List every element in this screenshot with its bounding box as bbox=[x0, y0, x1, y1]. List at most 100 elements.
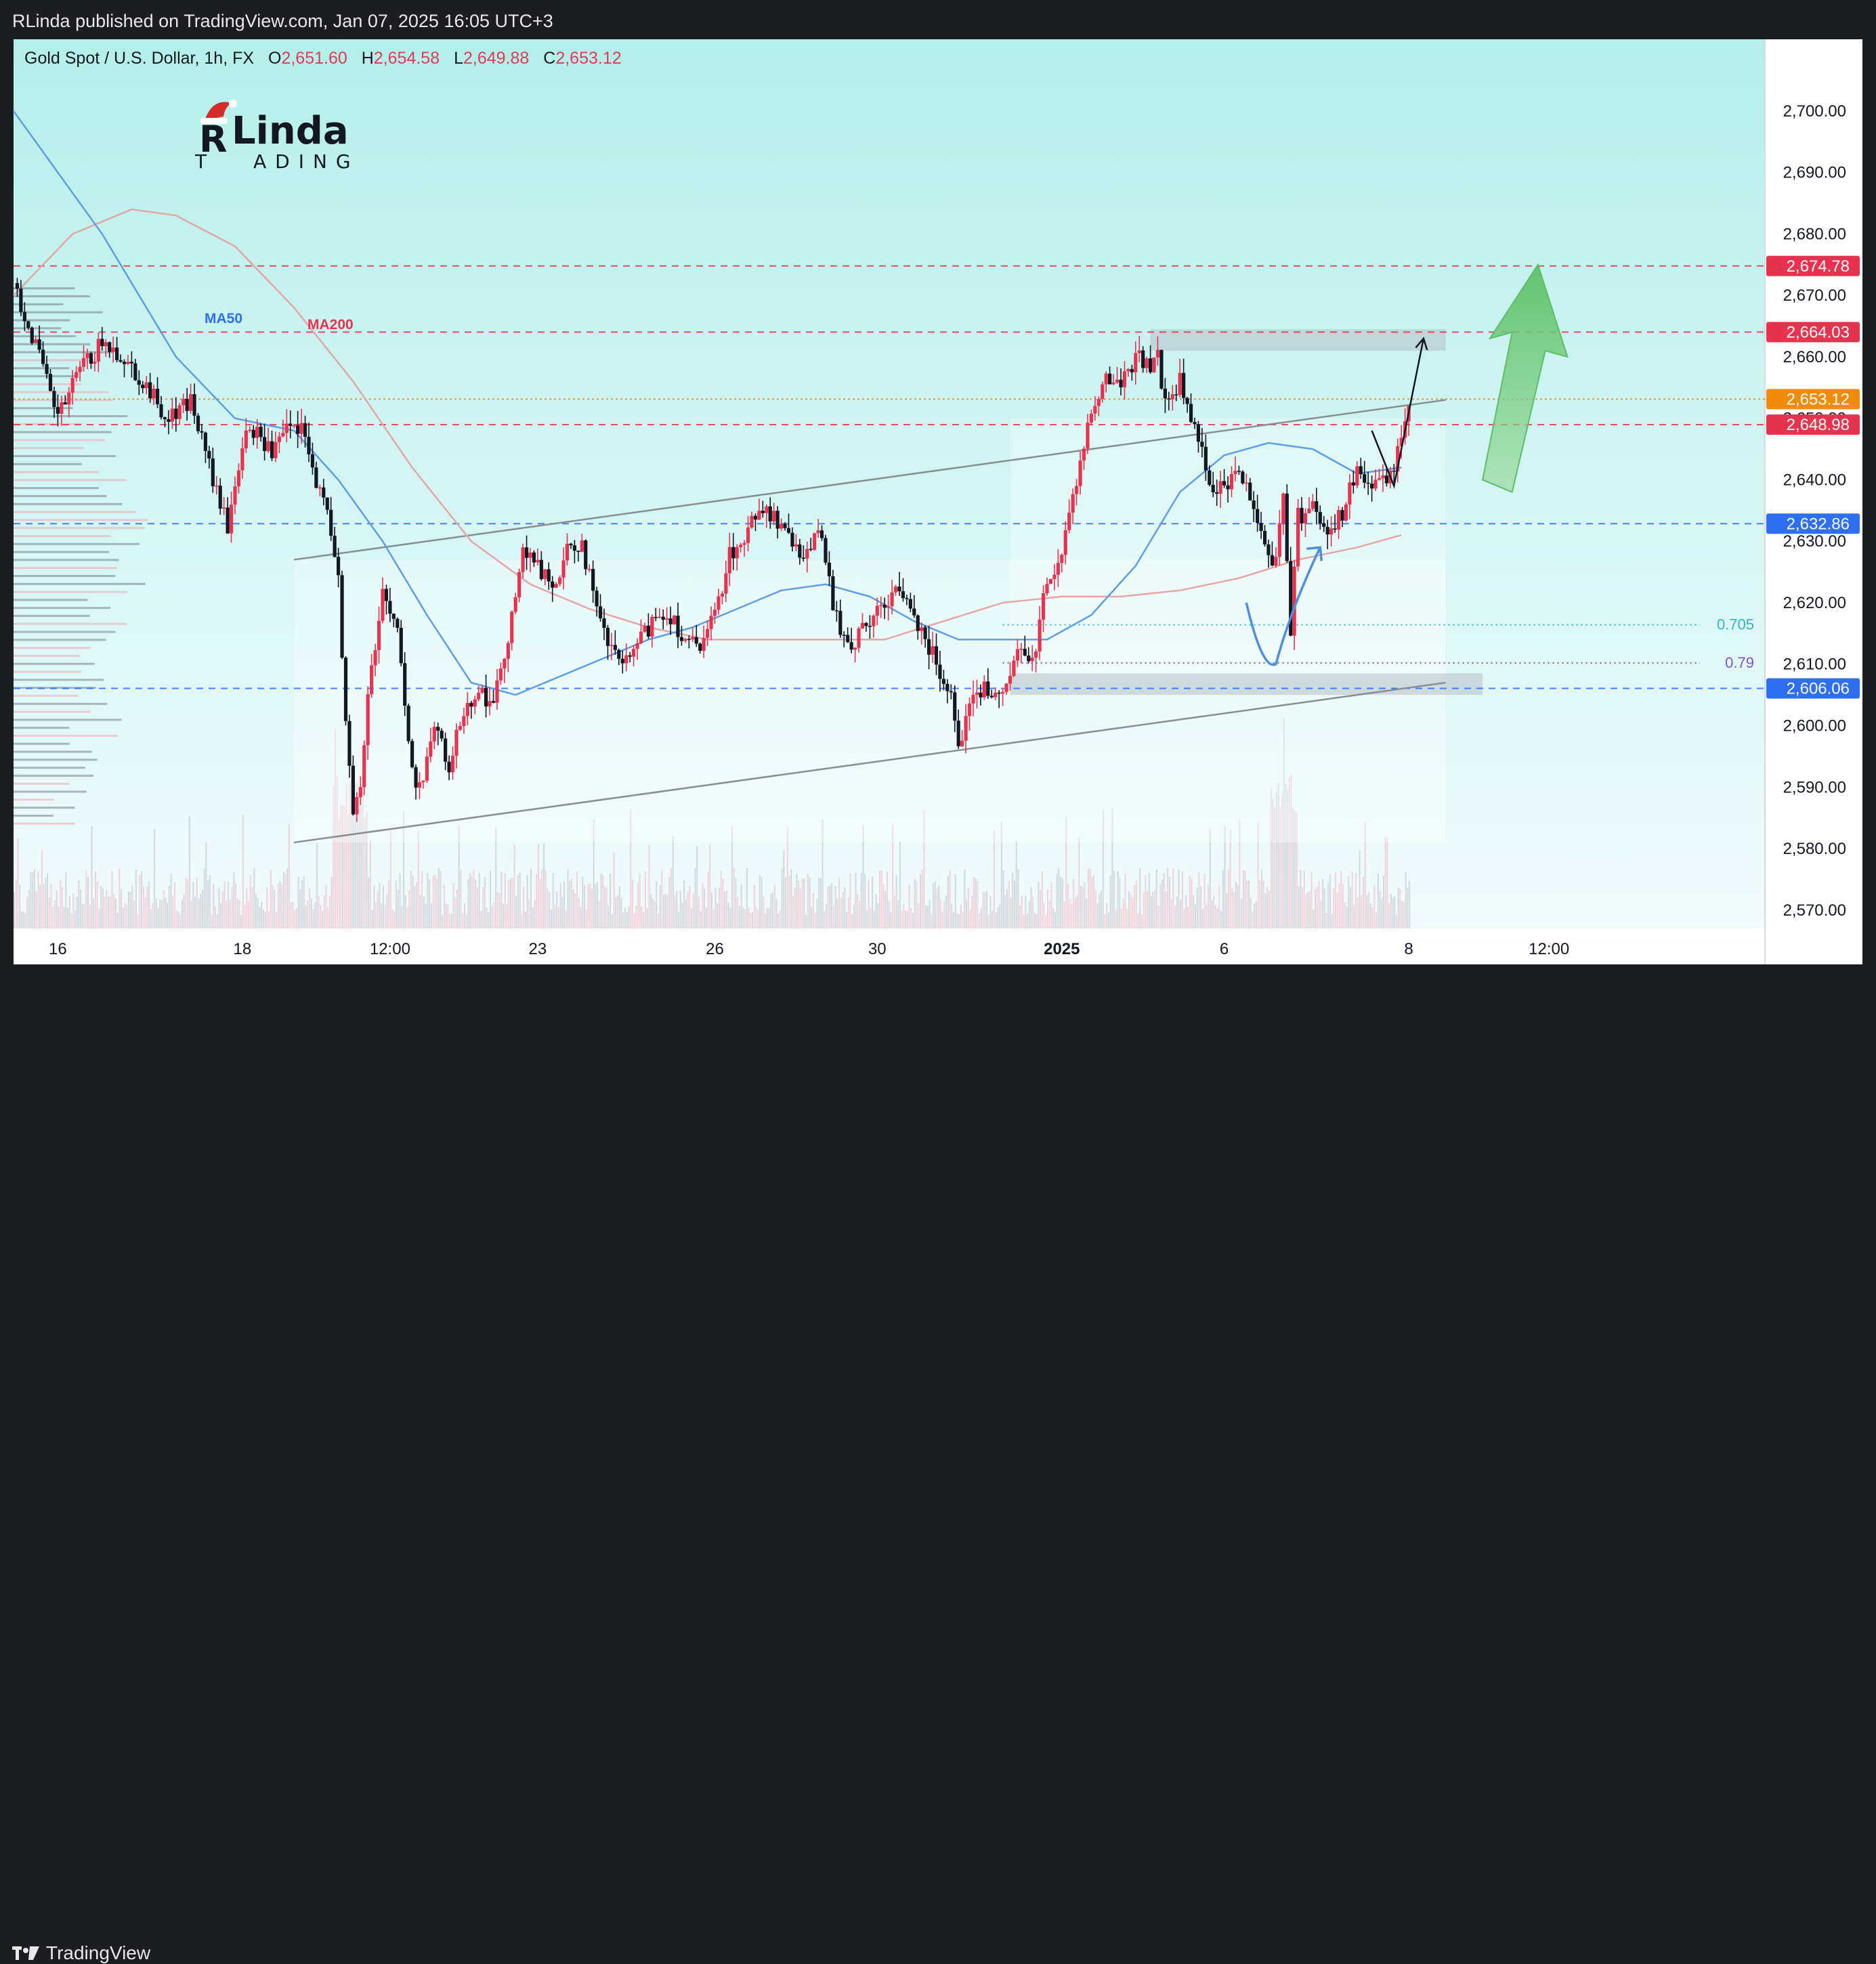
volume-bar bbox=[1277, 782, 1279, 928]
volume-bar bbox=[462, 913, 464, 928]
candle-body bbox=[211, 458, 215, 486]
volume-bar bbox=[1392, 898, 1394, 928]
candle-body bbox=[185, 398, 189, 411]
volume-bar bbox=[602, 875, 604, 928]
candle-body bbox=[565, 543, 570, 561]
volume-bar bbox=[692, 893, 694, 928]
volume-bar bbox=[1113, 870, 1115, 928]
candle-body bbox=[1244, 482, 1248, 484]
volume-bar bbox=[943, 900, 945, 928]
volume-bar bbox=[790, 869, 792, 928]
tradingview-brand[interactable]: TradingView bbox=[12, 1942, 150, 1964]
candle-body bbox=[765, 506, 769, 513]
volume-bar bbox=[301, 880, 303, 928]
volume-bar bbox=[744, 909, 746, 928]
candle-body bbox=[827, 562, 832, 576]
price-level-badge bbox=[1766, 389, 1860, 410]
volume-bar bbox=[1357, 897, 1359, 928]
candle-body bbox=[949, 691, 953, 693]
symbol-legend[interactable]: Gold Spot / U.S. Dollar, 1h, FX O2,651.6… bbox=[24, 49, 622, 68]
price-chart[interactable]: MA50 MA200 0.705 0.79 2,570.00 2,580.00 2,590… bbox=[0, 0, 1876, 1013]
candle-body bbox=[834, 610, 838, 612]
volume-profile-bar bbox=[14, 614, 90, 617]
volume-bar bbox=[964, 870, 966, 928]
volume-bar bbox=[859, 900, 861, 928]
candle-body bbox=[1351, 482, 1355, 486]
fib-label: 0.705 bbox=[1717, 616, 1754, 633]
volume-bar bbox=[482, 887, 484, 928]
volume-bar bbox=[43, 884, 45, 928]
candle-body bbox=[1322, 523, 1326, 528]
volume-profile-bar bbox=[14, 582, 146, 585]
volume-bar bbox=[292, 901, 294, 928]
volume-bar bbox=[286, 868, 289, 928]
volume-bar bbox=[1082, 887, 1084, 928]
volume-bar bbox=[1300, 870, 1302, 928]
logo-name: Linda bbox=[232, 109, 349, 153]
candle-body bbox=[447, 761, 451, 773]
volume-bar bbox=[768, 908, 770, 928]
volume-bar bbox=[971, 896, 973, 928]
volume-bar bbox=[984, 893, 986, 928]
volume-bar bbox=[1233, 892, 1235, 928]
candle-body bbox=[908, 599, 912, 609]
volume-bar bbox=[1331, 914, 1333, 928]
candle-body bbox=[602, 618, 606, 628]
volume-profile-bar bbox=[14, 734, 118, 737]
volume-bar bbox=[1130, 894, 1132, 928]
volume-bar bbox=[107, 897, 109, 928]
candle-body bbox=[1012, 660, 1016, 677]
candle-body bbox=[1200, 442, 1204, 447]
volume-bar bbox=[916, 882, 918, 928]
volume-bar bbox=[1043, 902, 1045, 928]
price-tick-label: 2,700.00 bbox=[1783, 102, 1846, 121]
volume-bar bbox=[1220, 910, 1222, 928]
time-tick-label: 8 bbox=[1404, 940, 1413, 958]
volume-bar bbox=[1159, 884, 1161, 928]
candle-body bbox=[639, 631, 643, 643]
volume-bar bbox=[617, 895, 619, 928]
candle-body bbox=[488, 701, 492, 707]
volume-bar bbox=[200, 893, 202, 928]
volume-bar bbox=[557, 906, 559, 928]
candle-body bbox=[100, 339, 104, 347]
ma200-label: MA200 bbox=[307, 317, 354, 333]
volume-bar bbox=[20, 911, 22, 928]
volume-bar bbox=[383, 885, 384, 928]
candle-body bbox=[115, 347, 119, 360]
volume-bar bbox=[624, 908, 626, 928]
volume-bar bbox=[925, 905, 927, 928]
volume-bar bbox=[956, 913, 958, 928]
volume-bar bbox=[691, 908, 693, 928]
volume-bar bbox=[1259, 880, 1261, 928]
volume-bar bbox=[875, 894, 877, 928]
volume-bar bbox=[342, 806, 344, 928]
volume-bar bbox=[1264, 893, 1266, 928]
volume-bar bbox=[295, 908, 297, 928]
plot-background bbox=[14, 37, 1765, 928]
volume-bar bbox=[613, 852, 615, 928]
volume-bar bbox=[604, 887, 605, 928]
volume-bar bbox=[740, 884, 742, 928]
candle-body bbox=[868, 626, 872, 627]
volume-bar bbox=[1028, 901, 1030, 928]
volume-bar bbox=[829, 886, 831, 928]
candle-body bbox=[923, 627, 927, 639]
candle-body bbox=[1041, 593, 1046, 620]
volume-bar bbox=[635, 905, 637, 928]
volume-bar bbox=[251, 887, 253, 928]
volume-bar bbox=[253, 868, 255, 928]
candle-body bbox=[277, 436, 281, 442]
time-tick-label: 6 bbox=[1220, 940, 1229, 958]
volume-bar bbox=[661, 869, 663, 928]
volume-bar bbox=[386, 894, 388, 928]
candle-body bbox=[735, 547, 739, 559]
volume-bar bbox=[923, 810, 925, 928]
volume-bar bbox=[449, 914, 451, 928]
volume-bar bbox=[910, 908, 912, 928]
candle-body bbox=[1063, 530, 1067, 555]
volume-bar bbox=[1246, 880, 1248, 928]
volume-bar bbox=[221, 891, 223, 928]
volume-bar bbox=[650, 893, 652, 928]
volume-bar bbox=[60, 880, 62, 928]
